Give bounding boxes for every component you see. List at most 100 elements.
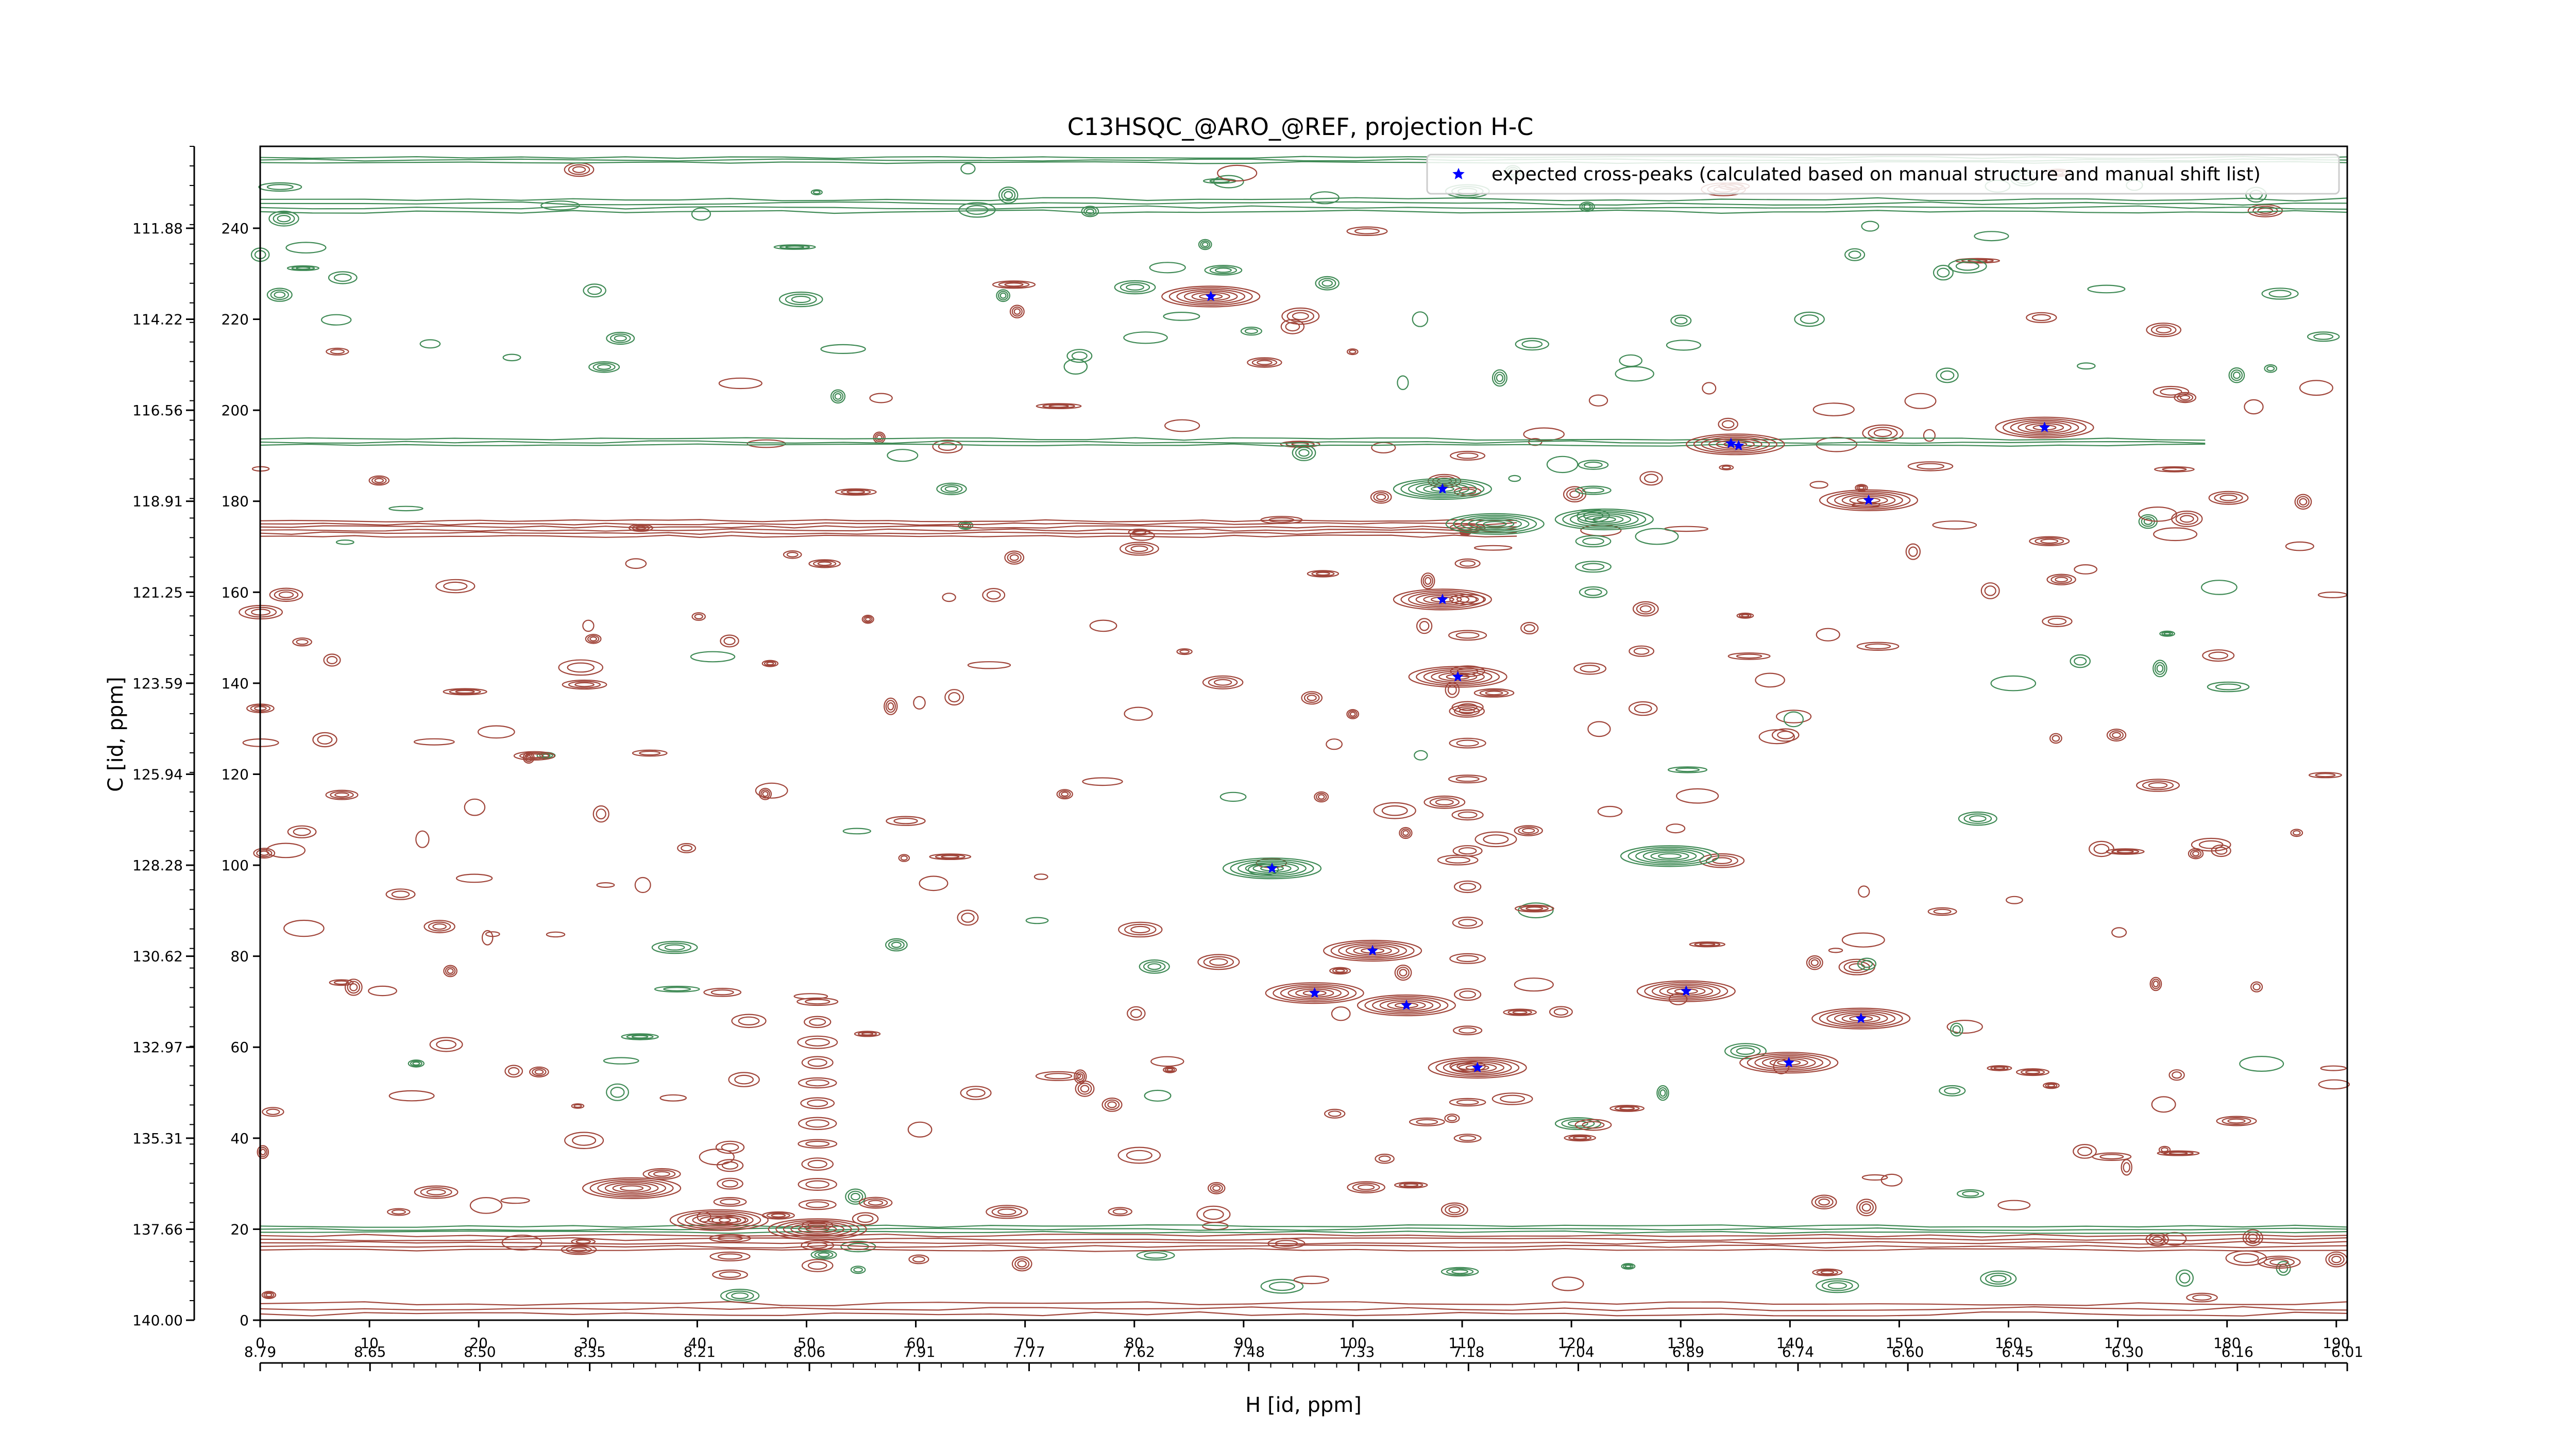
y-tick-label: 100 bbox=[222, 857, 249, 874]
peak-contour bbox=[1693, 435, 1777, 454]
noise-contour bbox=[2242, 1229, 2263, 1246]
noise-contour bbox=[1354, 228, 1380, 234]
noise-contour bbox=[1004, 550, 1025, 565]
noise-contour bbox=[1219, 791, 1247, 802]
noise-contour bbox=[1293, 1275, 1329, 1285]
legend-entry-label: expected cross-peaks (calculated based o… bbox=[1492, 164, 2261, 185]
noise-contour bbox=[884, 697, 898, 715]
expected-peak-marker bbox=[1205, 291, 1216, 301]
noise-contour bbox=[694, 613, 703, 619]
streak-h110 bbox=[1458, 919, 1478, 926]
noise-contour bbox=[1907, 461, 1954, 471]
noise-contour bbox=[898, 854, 910, 862]
x-ppm-tick-label: 8.65 bbox=[354, 1343, 386, 1360]
noise-contour bbox=[998, 281, 1030, 288]
noise-contour bbox=[1419, 621, 1430, 631]
noise-contour bbox=[1587, 721, 1611, 737]
noise-contour bbox=[999, 292, 1007, 299]
y-tick-label: 80 bbox=[230, 948, 249, 965]
noise-contour bbox=[261, 1291, 277, 1300]
noise-contour bbox=[1985, 1272, 2012, 1285]
noise-contour bbox=[1202, 675, 1244, 689]
noise-contour bbox=[929, 853, 972, 860]
noise-contour bbox=[1628, 701, 1658, 716]
noise-contour bbox=[1736, 1047, 1755, 1055]
noise-contour bbox=[1044, 1073, 1073, 1080]
noise-contour bbox=[1741, 614, 1750, 618]
noise-contour bbox=[1635, 528, 1679, 545]
streak-h110 bbox=[1458, 847, 1477, 855]
noise-contour bbox=[415, 830, 430, 848]
streak-h110 bbox=[1459, 1027, 1477, 1034]
noise-contour bbox=[1349, 349, 1357, 354]
noise-contour bbox=[1554, 1117, 1601, 1131]
x-tick-label: 130 bbox=[1667, 1335, 1694, 1352]
streak-h122 bbox=[1582, 537, 1604, 546]
noise-contour bbox=[747, 439, 786, 448]
noise-contour bbox=[778, 291, 823, 308]
noise-contour bbox=[2168, 1069, 2185, 1081]
noise-contour bbox=[540, 200, 580, 211]
noise-contour bbox=[1444, 1114, 1460, 1123]
noise-contour bbox=[2208, 491, 2249, 505]
noise-contour bbox=[1326, 738, 1343, 750]
streak-h51 bbox=[800, 1097, 835, 1109]
streak-h110 bbox=[1455, 776, 1480, 782]
noise-contour bbox=[614, 335, 627, 342]
noise-contour bbox=[1699, 853, 1745, 868]
streak-h51 bbox=[798, 1077, 837, 1089]
peak-contour bbox=[1468, 517, 1522, 530]
streak-h110 bbox=[1450, 450, 1486, 461]
noise-contour bbox=[865, 617, 871, 622]
peak-contour bbox=[1400, 590, 1485, 609]
noise-contour bbox=[589, 636, 597, 642]
noise-contour bbox=[1420, 572, 1435, 589]
noise-contour bbox=[419, 339, 441, 349]
streak-h110 bbox=[1449, 953, 1486, 964]
noise-contour bbox=[592, 362, 616, 372]
noise-contour bbox=[639, 750, 661, 756]
noise-contour bbox=[2244, 399, 2264, 415]
y-axis-label: C [id, ppm] bbox=[104, 677, 128, 792]
noise-contour bbox=[941, 855, 960, 858]
noise-contour bbox=[1862, 424, 1904, 442]
noise-contour bbox=[1473, 688, 1515, 698]
noise-contour bbox=[1904, 393, 1937, 409]
peak-contour bbox=[1364, 996, 1449, 1015]
noise-contour bbox=[2045, 1083, 2058, 1088]
noise-contour bbox=[2162, 467, 2187, 471]
noise-contour bbox=[810, 189, 823, 196]
noise-contour bbox=[2005, 896, 2023, 904]
noise-contour bbox=[940, 484, 963, 494]
streak-h110 bbox=[1448, 630, 1487, 641]
noise-contour bbox=[2111, 849, 2140, 854]
noise-contour bbox=[1394, 1182, 1428, 1189]
noise-contour bbox=[1209, 958, 1228, 966]
noise-contour bbox=[1307, 570, 1340, 578]
noise-contour bbox=[1568, 1135, 1592, 1141]
noise-contour bbox=[1526, 906, 1544, 911]
noise-contour bbox=[286, 265, 320, 271]
noise-contour bbox=[571, 1238, 596, 1245]
noise-contour bbox=[1933, 264, 1954, 281]
peak-contour bbox=[692, 1214, 747, 1226]
noise-contour bbox=[564, 1132, 604, 1149]
noise-contour bbox=[1549, 1006, 1573, 1018]
y-tick-label: 240 bbox=[222, 220, 249, 237]
noise-contour bbox=[851, 1192, 860, 1201]
x-tick-label: 160 bbox=[1995, 1335, 2022, 1352]
noise-contour bbox=[1347, 1181, 1385, 1193]
noise-contour bbox=[2292, 830, 2301, 836]
noise-contour bbox=[270, 289, 290, 300]
noise-contour bbox=[960, 521, 972, 529]
noise-contour bbox=[986, 591, 1001, 600]
peak-contour bbox=[1443, 1060, 1512, 1075]
noise-contour bbox=[2328, 1253, 2345, 1266]
noise-contour bbox=[1114, 280, 1156, 295]
noise-contour bbox=[1724, 1043, 1767, 1059]
streak-h51 bbox=[798, 1199, 837, 1210]
noise-contour bbox=[762, 791, 769, 797]
noise-contour bbox=[1597, 805, 1623, 817]
noise-contour bbox=[1123, 331, 1168, 344]
x-tick-label: 0 bbox=[256, 1335, 265, 1352]
